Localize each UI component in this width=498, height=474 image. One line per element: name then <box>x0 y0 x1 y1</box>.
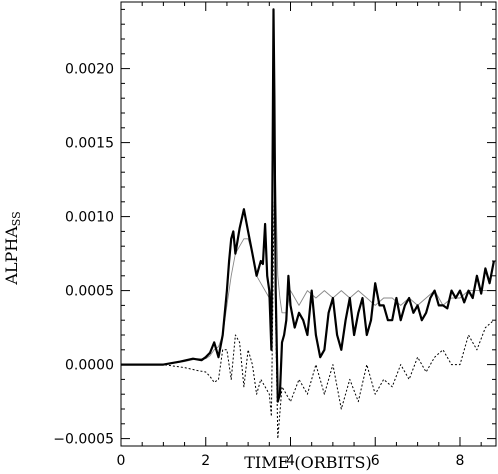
y-tick-label: −0.0005 <box>53 432 114 448</box>
x-tick-label: 0 <box>117 453 126 469</box>
x-tick-label: 4 <box>286 453 295 469</box>
x-tick-label: 2 <box>201 453 210 469</box>
plot-frame <box>120 1 497 447</box>
series-layer <box>121 8 495 440</box>
y-axis-title: ALPHASS <box>2 211 23 285</box>
y-tick-label: 0.0000 <box>65 358 114 374</box>
x-tick-label: 6 <box>371 453 380 469</box>
y-axis-title-subscript: SS <box>10 211 23 226</box>
y-tick-label: 0.0015 <box>65 136 114 152</box>
x-axis-title: TIME (ORBITS) <box>244 453 372 472</box>
x-tick-label: 8 <box>456 453 465 469</box>
y-axis-title-main: ALPHA <box>2 226 21 286</box>
y-tick-label: 0.0005 <box>65 284 114 300</box>
series-line-1-thick-solid <box>121 8 495 403</box>
series-line-3-dotted <box>121 201 495 440</box>
axes-layer: 0 2 4 6 8 −0.0005 0.0000 0.0005 0.0010 0.0015 0.00… <box>53 1 497 469</box>
y-tick-label: 0.0020 <box>65 62 114 78</box>
y-tick-label: 0.0010 <box>65 210 114 226</box>
